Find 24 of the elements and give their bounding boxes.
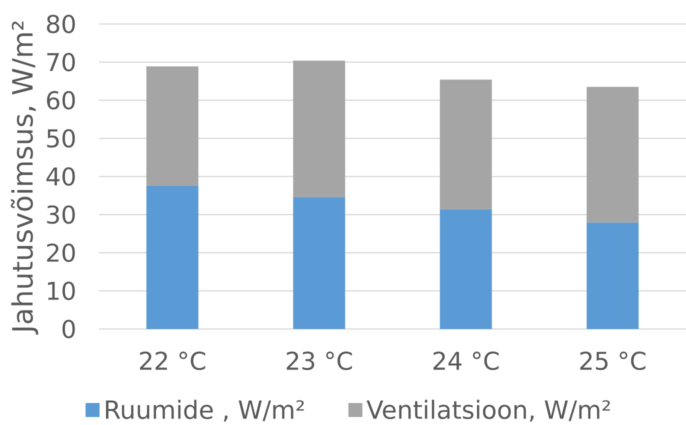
y-tick-label: 40 xyxy=(46,167,75,186)
bar xyxy=(293,60,346,198)
x-tick-label: 24 °C xyxy=(434,352,499,370)
bar xyxy=(293,197,346,329)
y-tick-label: 60 xyxy=(47,90,75,110)
bar xyxy=(586,222,639,329)
y-tick-label: 0 xyxy=(62,320,75,338)
y-axis-title: Jahutusvõimsus, W/m² xyxy=(10,22,38,335)
legend-label: Ventilatsioon, W/m² xyxy=(366,400,610,422)
y-tick-label: 30 xyxy=(47,205,75,224)
x-tick-label: 22 °C xyxy=(140,352,206,370)
legend-label: Ruumide , W/m² xyxy=(106,400,304,422)
x-tick-label: 23 °C xyxy=(286,352,352,370)
y-tick-label: 10 xyxy=(48,282,75,300)
bar xyxy=(146,186,198,329)
bar xyxy=(440,80,492,210)
y-tick-label: 80 xyxy=(46,14,75,34)
bar xyxy=(586,86,639,223)
y-tick-label: 20 xyxy=(47,243,75,262)
y-tick-label: 70 xyxy=(47,52,75,72)
x-tick-label: 25 °C xyxy=(580,352,646,370)
y-tick-label: 50 xyxy=(47,129,75,148)
bar xyxy=(146,66,198,186)
bar xyxy=(440,209,492,329)
